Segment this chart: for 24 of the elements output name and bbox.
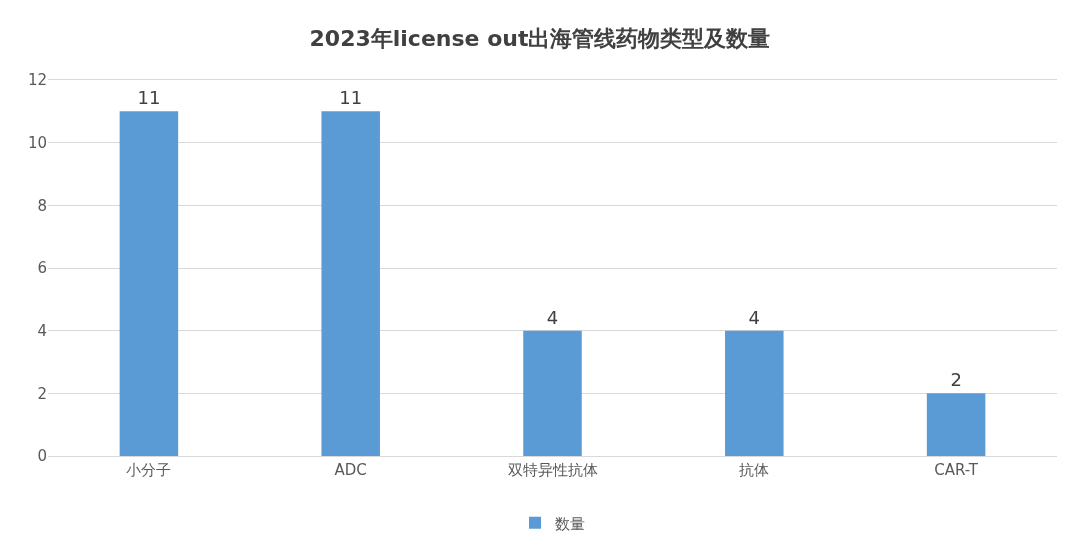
chart-title: 2023年license out出海管线药物类型及数量	[309, 25, 771, 51]
y-tick-label: 2	[37, 384, 47, 403]
data-label: 11	[137, 87, 161, 109]
bar	[523, 330, 582, 456]
x-tick-label: 小分子	[126, 461, 172, 479]
y-tick-label: 10	[27, 133, 47, 152]
x-tick-label: ADC	[334, 461, 367, 479]
y-tick-label: 12	[27, 71, 47, 90]
x-tick-label: 抗体	[739, 461, 770, 479]
bar	[119, 111, 179, 456]
data-label: 4	[546, 306, 559, 328]
y-tick-label: 0	[37, 447, 47, 466]
y-tick-label: 6	[37, 259, 47, 278]
y-tick-label: 8	[37, 196, 47, 215]
bar	[725, 330, 784, 456]
bar	[926, 393, 986, 456]
x-tick-label: 双特异性抗体	[507, 461, 598, 479]
bar	[321, 111, 380, 456]
legend-label: 数量	[555, 514, 585, 533]
data-label: 4	[748, 306, 761, 328]
y-tick-label: 4	[37, 321, 47, 340]
x-tick-label: CAR-T	[934, 461, 979, 479]
data-label: 11	[339, 87, 363, 109]
data-label: 2	[950, 369, 962, 391]
